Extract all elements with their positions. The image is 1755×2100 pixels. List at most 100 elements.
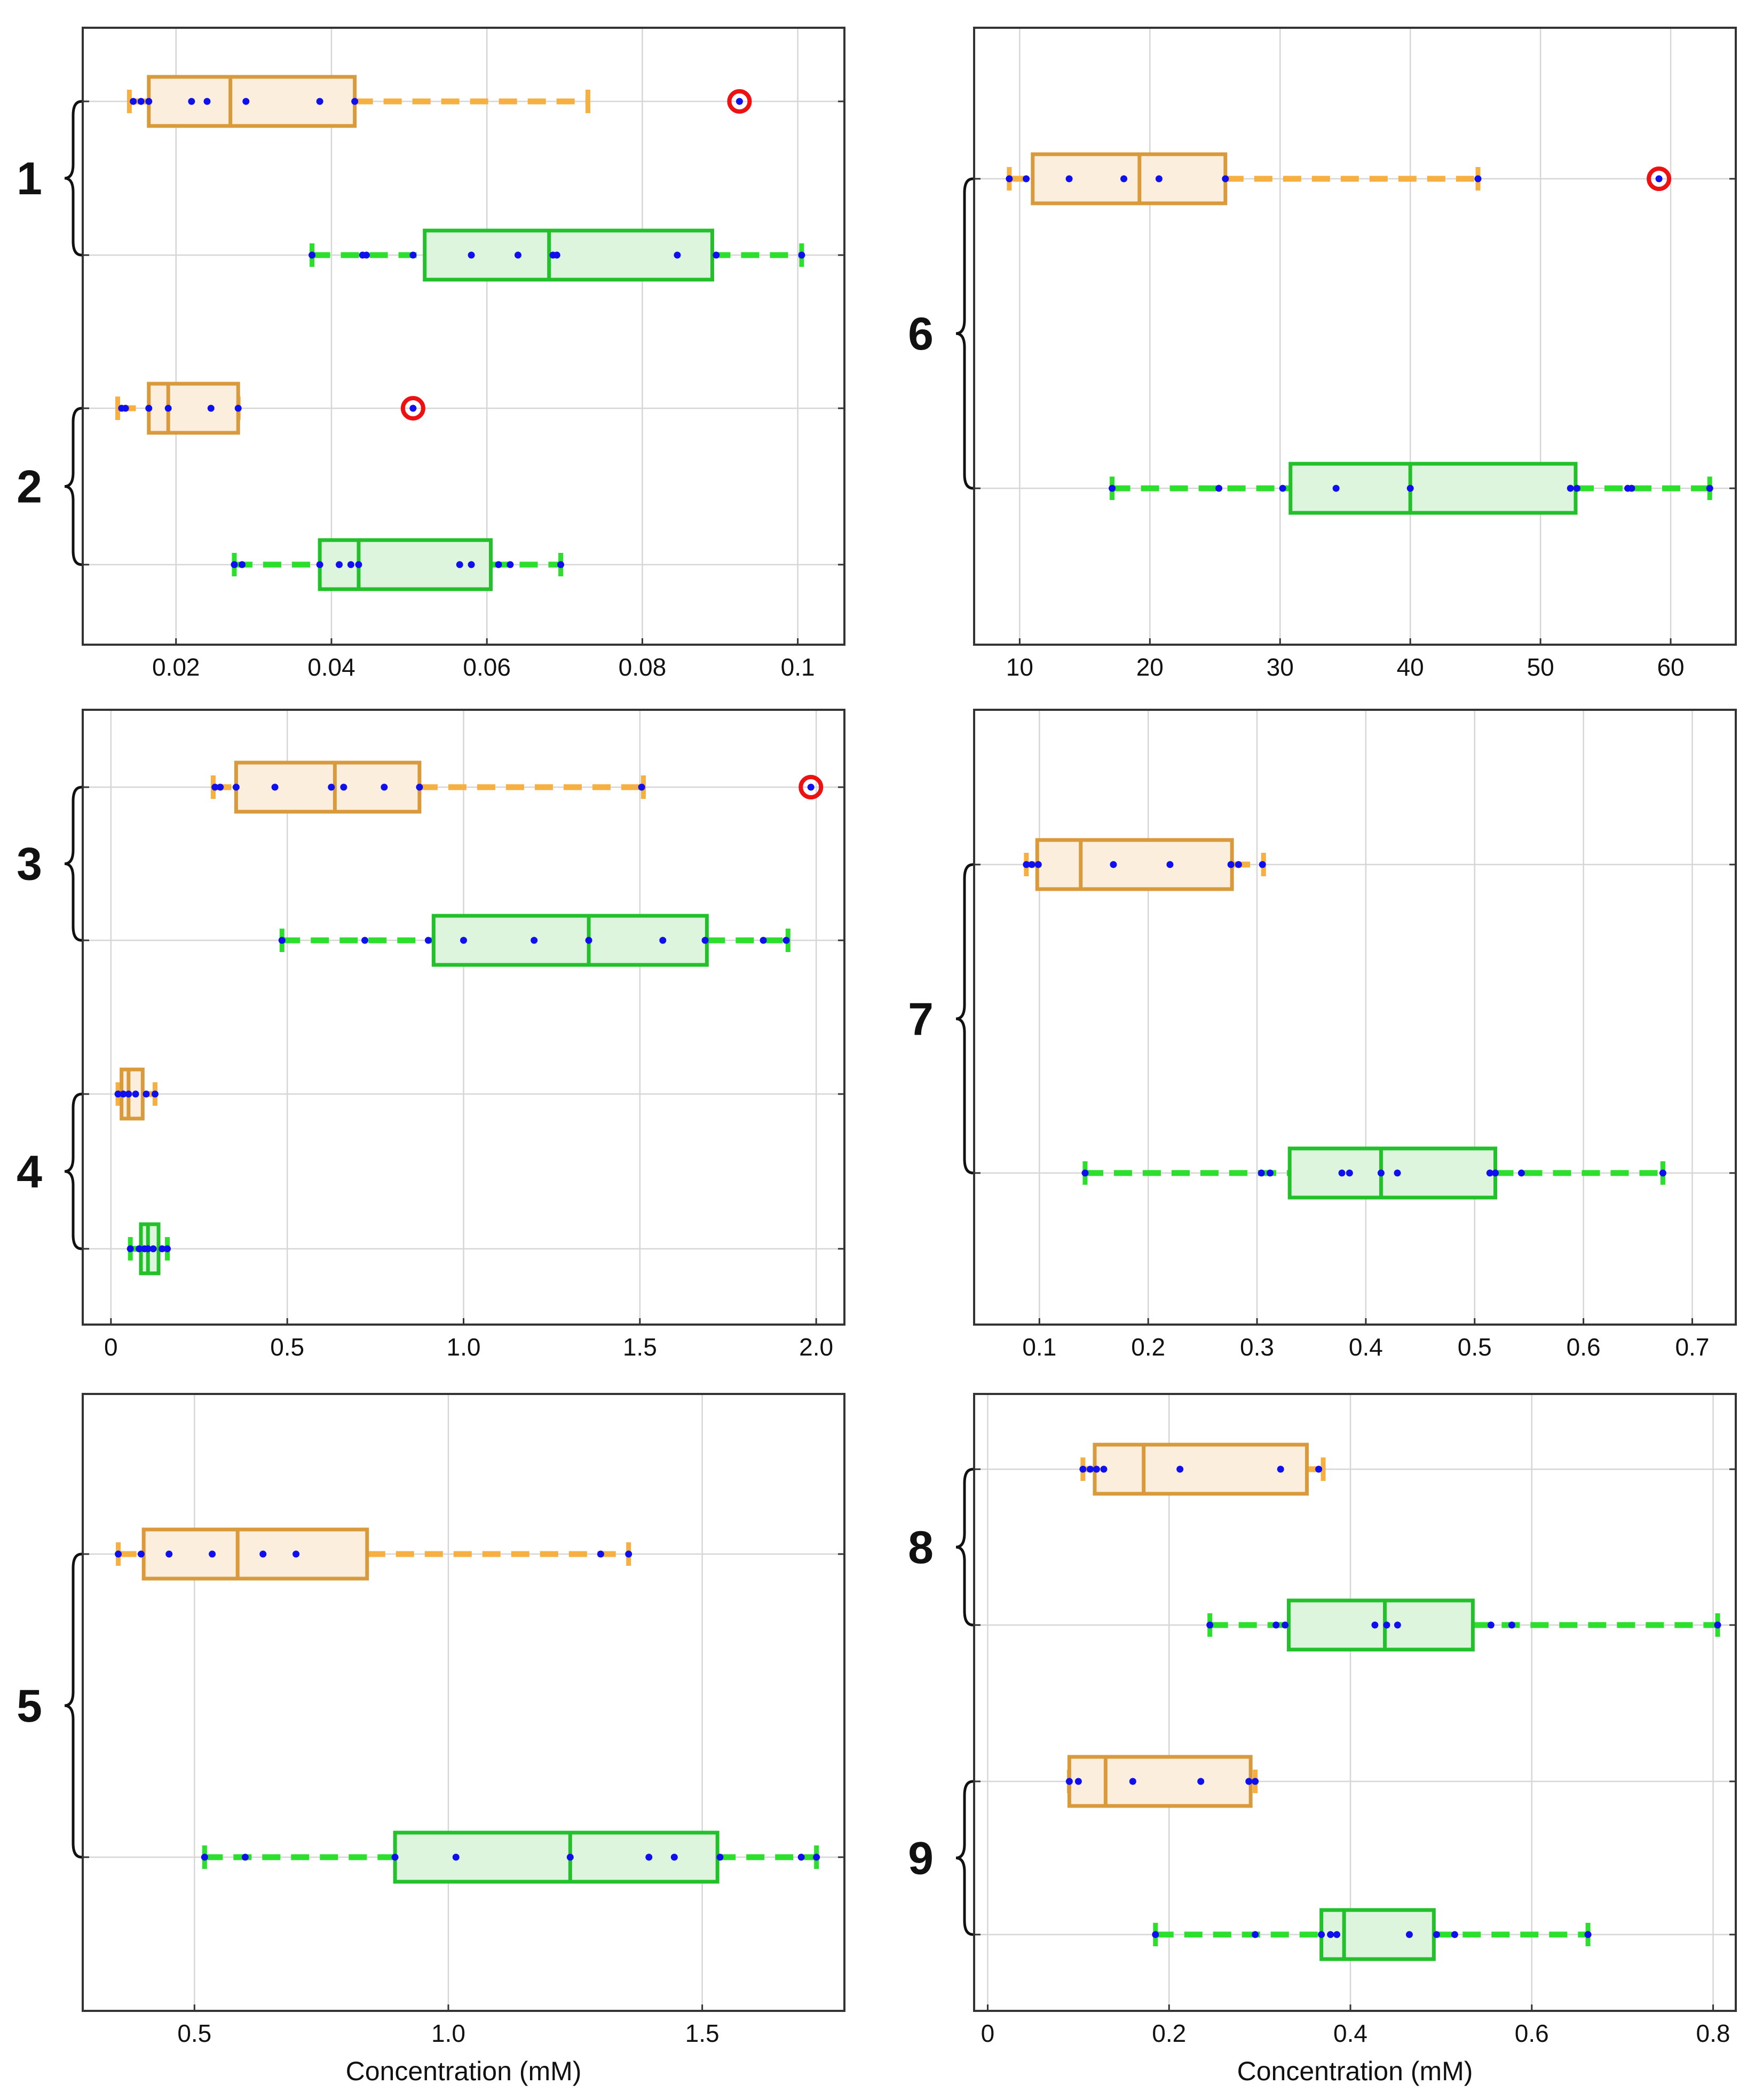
data-point	[340, 783, 347, 791]
data-point	[557, 561, 565, 568]
data-point	[145, 405, 153, 412]
box-row-2	[1109, 462, 1713, 515]
data-point	[1279, 485, 1286, 492]
data-point	[1266, 1169, 1274, 1177]
data-point	[351, 98, 359, 105]
data-point	[137, 1550, 145, 1558]
data-point	[659, 937, 667, 944]
data-point	[460, 937, 467, 944]
box-row-2	[278, 914, 790, 967]
data-point	[416, 783, 423, 791]
data-point	[1315, 1465, 1323, 1473]
axes-frame	[973, 1393, 1737, 2012]
panel-3: 0 0.5 1.0 1.5 2.0 3 4	[17, 709, 845, 1361]
box-iqr	[1031, 152, 1228, 205]
data-point	[1486, 1169, 1493, 1177]
data-point	[1567, 485, 1574, 492]
data-point	[713, 251, 720, 259]
data-point	[1714, 1621, 1721, 1629]
data-point	[1081, 1169, 1089, 1177]
data-point	[1086, 1465, 1094, 1473]
data-point	[1394, 1621, 1401, 1629]
data-point	[670, 1853, 678, 1861]
data-point	[234, 405, 242, 412]
box-row-4	[1152, 1908, 1592, 1961]
box-row-2	[201, 1830, 820, 1884]
data-point	[1028, 861, 1035, 868]
data-point	[1129, 1778, 1136, 1785]
x-tick-label: 1.0	[447, 1333, 481, 1361]
x-tick-label: 0.5	[270, 1333, 304, 1361]
data-point	[1206, 1621, 1214, 1629]
data-point	[1628, 485, 1635, 492]
panel-5: 0.5 1.0 1.5 Concentration (mM) 5	[17, 1393, 845, 2086]
group-label: 2	[17, 462, 42, 513]
data-point	[1383, 1621, 1390, 1629]
x-tick-label: 1.5	[685, 2019, 720, 2047]
x-tick-label: 1.5	[623, 1333, 657, 1361]
x-tick-label: 0.5	[177, 2019, 211, 2047]
data-point	[1584, 1931, 1592, 1938]
box-iqr	[318, 538, 493, 591]
x-tick-label: 20	[1136, 653, 1164, 681]
data-point	[1034, 861, 1042, 868]
box-iqr	[1286, 1598, 1475, 1652]
axes-frame	[82, 27, 845, 646]
x-tick-label: 0.02	[152, 653, 200, 681]
data-point	[316, 98, 323, 105]
box-row-3	[114, 1067, 159, 1121]
data-point	[207, 405, 215, 412]
data-point	[125, 1090, 132, 1098]
data-point	[1573, 485, 1580, 492]
x-tick-label: 0.6	[1567, 1333, 1601, 1361]
data-point	[782, 937, 790, 944]
data-point	[144, 1245, 152, 1253]
x-tick-label: 0.6	[1515, 2019, 1549, 2047]
data-point	[1222, 175, 1229, 183]
box-iqr	[393, 1830, 720, 1884]
x-tick-label: 0.04	[307, 653, 355, 681]
data-point	[137, 98, 145, 105]
plot-area	[974, 710, 1736, 1325]
data-point	[468, 561, 475, 568]
data-point	[1377, 1169, 1385, 1177]
data-point	[132, 1090, 139, 1098]
axes-frame	[973, 709, 1737, 1326]
box-row-4	[231, 538, 565, 591]
data-point	[159, 1245, 166, 1253]
x-tick-label: 0	[104, 1333, 118, 1361]
data-point	[120, 1090, 127, 1098]
x-axis-label: Concentration (mM)	[346, 2056, 582, 2086]
data-point	[1338, 1169, 1346, 1177]
data-point	[115, 1550, 122, 1558]
data-point	[1110, 861, 1117, 868]
data-point	[645, 1853, 653, 1861]
data-point	[361, 937, 369, 944]
box-row-1	[210, 760, 824, 814]
data-point	[1079, 1465, 1087, 1473]
group-label: 1	[17, 153, 42, 204]
group-brace	[955, 177, 974, 490]
box-iqr	[431, 914, 709, 967]
data-point	[798, 251, 805, 259]
x-tick-label: 0.2	[1152, 2019, 1186, 2047]
data-point	[114, 1090, 122, 1098]
data-point	[309, 251, 316, 259]
box-row-1	[127, 75, 752, 128]
outlier-marker	[1647, 167, 1672, 191]
data-point	[553, 251, 560, 259]
data-point	[1487, 1621, 1495, 1629]
data-point	[585, 937, 592, 944]
box-row-4	[127, 1222, 171, 1275]
data-point	[232, 783, 240, 791]
group-label: 3	[17, 839, 42, 890]
x-tick-label: 0.5	[1458, 1333, 1492, 1361]
data-point	[1100, 1465, 1108, 1473]
group-brace	[64, 1552, 82, 1859]
data-point	[760, 937, 767, 944]
group-brace	[955, 1468, 974, 1627]
data-point	[259, 1550, 267, 1558]
x-tick-label: 50	[1527, 653, 1554, 681]
data-point	[716, 1853, 724, 1861]
box-row-1	[115, 1527, 633, 1581]
